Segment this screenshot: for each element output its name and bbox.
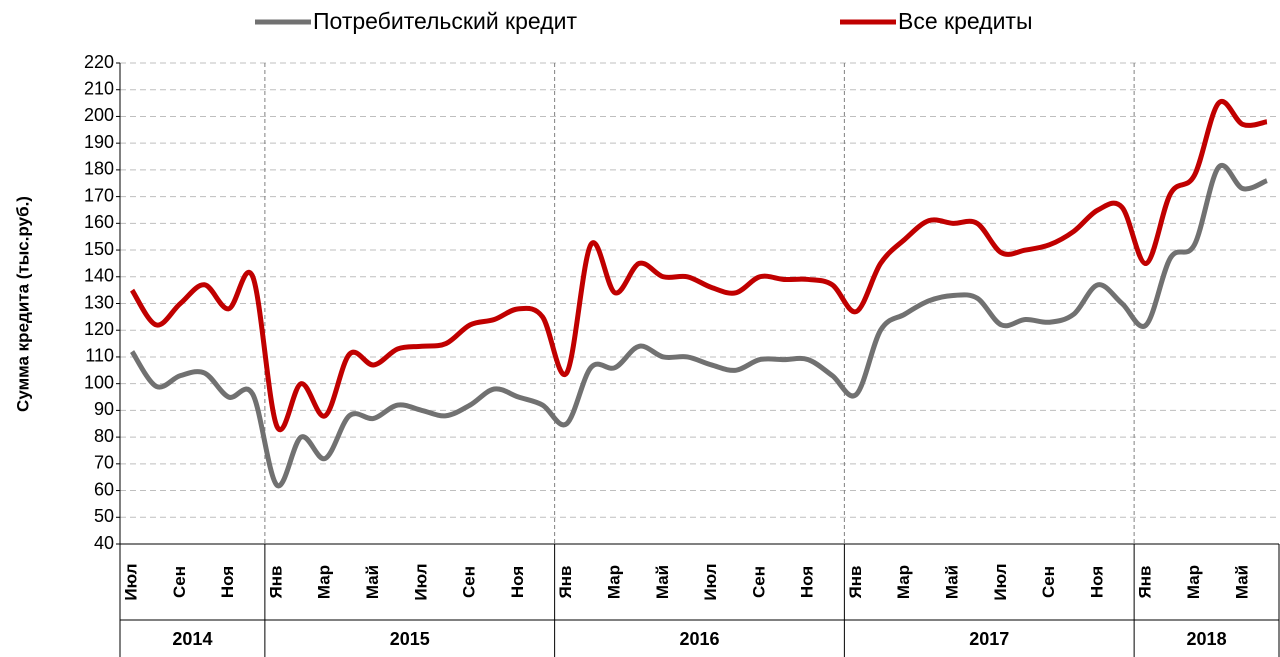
group-label: 2015: [390, 629, 430, 649]
y-tick-label: 150: [84, 239, 114, 259]
y-axis-label: Сумма кредита (тыс.руб.): [13, 196, 32, 412]
x-tick-label: Мар: [1184, 565, 1203, 599]
y-tick-label: 60: [94, 479, 114, 499]
y-tick-label: 160: [84, 212, 114, 232]
group-label: 2016: [679, 629, 719, 649]
y-tick-label: 210: [84, 78, 114, 98]
legend-label: Все кредиты: [898, 8, 1033, 34]
x-tick-label: Янв: [1136, 566, 1155, 599]
y-tick-label: 190: [84, 132, 114, 152]
y-tick-label: 90: [94, 399, 114, 419]
x-tick-label: Янв: [556, 566, 575, 599]
y-tick-label: 110: [85, 346, 114, 366]
x-tick-label: Ноя: [798, 566, 817, 598]
y-tick-label: 180: [84, 159, 114, 179]
series-line: [129, 162, 1268, 489]
y-tick-label: 120: [84, 319, 114, 339]
x-tick-label: Янв: [266, 566, 285, 599]
x-tick-label: Мар: [315, 565, 334, 599]
y-tick-label: 40: [94, 533, 114, 553]
x-tick-label: Янв: [846, 566, 865, 599]
x-tick-label: Июл: [701, 563, 720, 600]
y-tick-label: 100: [84, 372, 114, 392]
x-tick-label: Июл: [411, 563, 430, 600]
x-tick-label: Май: [943, 565, 962, 599]
group-label: 2014: [172, 629, 212, 649]
y-tick-label: 170: [84, 185, 114, 205]
x-tick-label: Сен: [749, 566, 768, 598]
y-tick-label: 220: [84, 52, 114, 72]
legend-label: Потребительский кредит: [313, 8, 577, 34]
x-tick-label: Ноя: [1087, 566, 1106, 598]
y-tick-label: 140: [84, 266, 114, 286]
y-tick-label: 200: [84, 105, 114, 125]
group-label: 2017: [969, 629, 1009, 649]
x-tick-label: Июл: [122, 563, 141, 600]
x-tick-label: Ноя: [508, 566, 527, 598]
group-label: 2018: [1187, 629, 1227, 649]
x-tick-label: Май: [363, 565, 382, 599]
x-tick-label: Май: [1232, 565, 1251, 599]
y-tick-label: 70: [94, 453, 114, 473]
x-tick-label: Мар: [604, 565, 623, 599]
y-tick-label: 130: [84, 292, 114, 312]
x-tick-label: Сен: [460, 566, 479, 598]
x-tick-label: Сен: [1039, 566, 1058, 598]
x-tick-label: Июл: [991, 563, 1010, 600]
series-line: [129, 98, 1268, 433]
y-tick-label: 50: [94, 506, 114, 526]
x-tick-label: Май: [653, 565, 672, 599]
y-tick-label: 80: [94, 426, 114, 446]
x-tick-label: Ноя: [218, 566, 237, 598]
x-tick-label: Мар: [894, 565, 913, 599]
x-tick-label: Сен: [170, 566, 189, 598]
